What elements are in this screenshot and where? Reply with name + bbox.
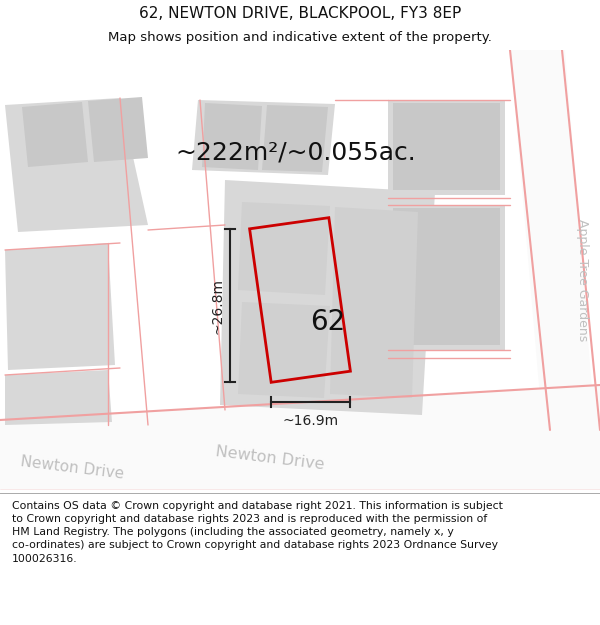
- Polygon shape: [5, 370, 112, 425]
- Polygon shape: [388, 100, 505, 195]
- Polygon shape: [220, 180, 435, 415]
- Polygon shape: [262, 105, 328, 172]
- Text: Newton Drive: Newton Drive: [20, 454, 125, 482]
- Polygon shape: [238, 302, 330, 398]
- Polygon shape: [330, 207, 418, 398]
- Polygon shape: [202, 103, 262, 170]
- Polygon shape: [238, 202, 330, 295]
- Polygon shape: [510, 50, 600, 490]
- Text: 62: 62: [310, 308, 346, 336]
- Text: Apple Tree Gardens: Apple Tree Gardens: [577, 219, 589, 341]
- Polygon shape: [22, 102, 88, 167]
- Polygon shape: [393, 208, 500, 345]
- Text: 62, NEWTON DRIVE, BLACKPOOL, FY3 8EP: 62, NEWTON DRIVE, BLACKPOOL, FY3 8EP: [139, 6, 461, 21]
- Polygon shape: [192, 100, 335, 175]
- Text: Newton Drive: Newton Drive: [215, 444, 326, 472]
- Text: Map shows position and indicative extent of the property.: Map shows position and indicative extent…: [108, 31, 492, 44]
- Polygon shape: [5, 243, 115, 370]
- Text: ~222m²/~0.055ac.: ~222m²/~0.055ac.: [175, 141, 416, 165]
- Text: ~26.8m: ~26.8m: [211, 278, 224, 334]
- Polygon shape: [5, 98, 148, 232]
- Polygon shape: [0, 385, 600, 490]
- Text: Contains OS data © Crown copyright and database right 2021. This information is : Contains OS data © Crown copyright and d…: [12, 501, 503, 564]
- Polygon shape: [388, 205, 505, 350]
- Polygon shape: [393, 103, 500, 190]
- Text: ~16.9m: ~16.9m: [283, 414, 339, 428]
- Polygon shape: [88, 97, 148, 162]
